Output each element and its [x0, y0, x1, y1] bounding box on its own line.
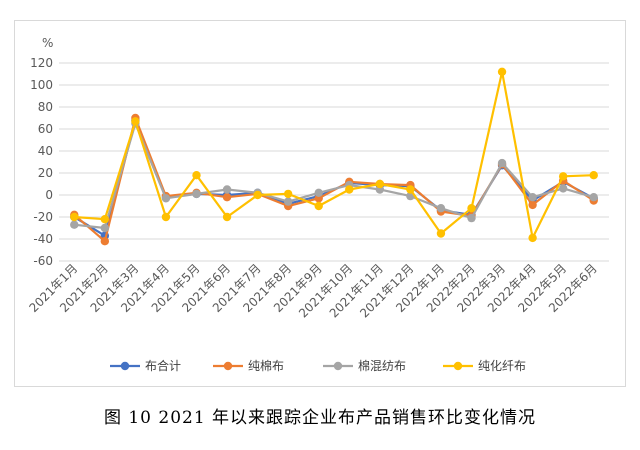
y-tick-label: 0 [45, 188, 53, 202]
data-point [100, 237, 110, 246]
data-point [467, 204, 476, 213]
y-tick-label: -60 [33, 254, 53, 268]
series-4 [70, 67, 598, 243]
data-point [192, 189, 201, 199]
data-point [589, 193, 598, 202]
legend-marker [120, 361, 130, 371]
data-point [436, 229, 446, 238]
legend-label: 棉混纺布 [358, 359, 406, 373]
legend-marker [333, 361, 343, 371]
data-point [222, 185, 232, 194]
data-point [222, 193, 232, 202]
legend-label: 纯棉布 [248, 359, 284, 373]
data-point [345, 185, 354, 194]
legend-marker [223, 361, 233, 371]
y-tick-label: 120 [30, 56, 53, 70]
figure-caption: 图 10 2021 年以来跟踪企业布产品销售环比变化情况 [103, 408, 537, 428]
data-point [589, 171, 598, 180]
line-chart: % -60 -40 -20 0 20 40 60 80 100 120 2021年1月2021年2… [27, 36, 609, 373]
data-point [253, 190, 262, 200]
series-lines [70, 67, 598, 246]
series-3 [70, 119, 598, 233]
data-point [406, 185, 415, 194]
data-point [558, 184, 568, 193]
data-point [528, 200, 537, 210]
data-point [70, 212, 79, 222]
data-point [192, 171, 201, 180]
series-line [74, 122, 595, 230]
data-point [70, 220, 79, 229]
data-point [314, 201, 323, 211]
data-point [283, 189, 293, 199]
y-tick-label: -40 [33, 232, 53, 246]
data-point [558, 172, 568, 181]
data-point [528, 233, 537, 243]
y-tick-label: 60 [38, 122, 53, 136]
y-tick-label: 100 [30, 78, 53, 92]
gridlines [59, 62, 609, 262]
data-point [161, 194, 171, 203]
series-line [74, 70, 594, 239]
data-point [100, 215, 110, 224]
legend-label: 布合计 [145, 358, 181, 373]
data-point [436, 204, 446, 213]
y-tick-label: -20 [33, 210, 53, 224]
series-1 [70, 116, 598, 240]
legend-marker [453, 361, 463, 371]
data-point [131, 117, 140, 126]
data-point [497, 158, 507, 168]
data-point [100, 223, 110, 233]
data-point [375, 179, 385, 189]
data-point [467, 213, 476, 223]
data-point [528, 193, 537, 202]
series-2 [70, 113, 598, 246]
chart-frame: % -60 -40 -20 0 20 40 60 80 100 120 2021年1月 2021年2… [14, 20, 626, 387]
data-point [497, 67, 507, 76]
data-point [283, 197, 293, 206]
y-tick-label: 80 [38, 100, 53, 114]
data-point [314, 188, 323, 197]
y-unit-label: % [42, 36, 53, 50]
y-axis-ticks: -60 -40 -20 0 20 40 60 80 100 120 [30, 56, 53, 268]
x-axis-ticks: 2021年1月2021年2月2021年3月2021年4月2021年5月2021年… [27, 261, 600, 320]
data-point [161, 212, 171, 222]
y-tick-label: 40 [38, 144, 53, 158]
data-point [222, 212, 232, 222]
legend: 布合计 纯棉布 棉混纺布 纯化纤布 [110, 358, 526, 373]
y-tick-label: 20 [38, 166, 53, 180]
legend-label: 纯化纤布 [478, 359, 526, 373]
